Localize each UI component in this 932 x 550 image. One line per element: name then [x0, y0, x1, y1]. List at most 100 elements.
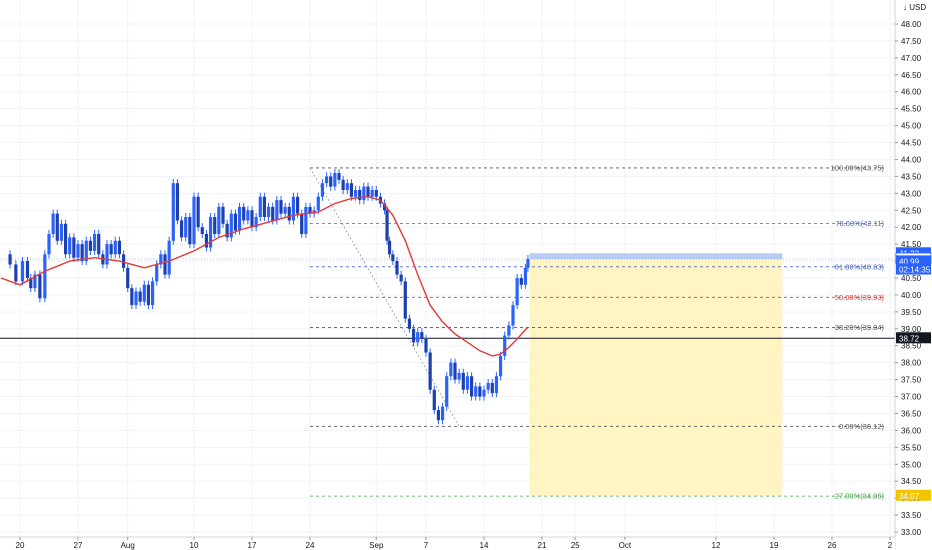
candle-body [283, 206, 287, 214]
candle-body [8, 254, 12, 265]
price-tick-label: 38.00 [901, 359, 922, 368]
price-tick-label: 37.00 [901, 393, 922, 402]
price-tick-label: 35.00 [901, 460, 922, 469]
candle-body [498, 355, 503, 377]
candle-body [478, 386, 482, 397]
price-tick-label: 44.50 [901, 139, 922, 148]
candle-body [51, 213, 55, 234]
candle-body [146, 284, 151, 306]
price-tick-label: 45.50 [901, 105, 922, 114]
time-tick-label: 19 [770, 541, 779, 550]
candle-body [366, 186, 370, 197]
time-tick-label: Sep [369, 541, 384, 550]
candle-body [208, 217, 213, 248]
candle-body [59, 223, 64, 241]
candle-body [29, 278, 33, 289]
fib-level-label: 50.00%(39.93) [835, 293, 885, 302]
candle-body [337, 173, 341, 180]
candle-body [345, 183, 349, 190]
candle-body [449, 362, 453, 377]
candle-body [105, 244, 109, 265]
candle-body [192, 196, 196, 245]
candle-body [416, 332, 420, 343]
candle-body [138, 291, 142, 302]
candle-body [279, 200, 283, 214]
candle-body [432, 389, 436, 411]
price-tag [896, 255, 931, 267]
time-tick-label: 10 [190, 541, 199, 550]
candle-body [109, 244, 113, 255]
price-tick-label: 44.00 [901, 155, 922, 164]
price-tick-label: 39.00 [901, 325, 922, 334]
candle-body [291, 196, 296, 221]
candle-body [333, 173, 337, 187]
time-axis-background [0, 537, 895, 550]
price-tick-label: 47.00 [901, 54, 922, 63]
candle-body [237, 206, 242, 231]
candle-body [175, 183, 180, 221]
candle-body [55, 213, 59, 241]
candle-body [113, 240, 117, 255]
fibonacci-retracement: 100.00%(43.75) 78.60%(42.11) 61.80%(40.83)… [309, 163, 886, 501]
price-tick-label: 39.50 [901, 308, 922, 317]
price-tick-label: 46.00 [901, 88, 922, 97]
candle-body [213, 217, 217, 234]
price-tick-label: 33.50 [901, 511, 922, 520]
candle-body [295, 196, 300, 214]
candle-body [374, 189, 378, 197]
candle-body [68, 237, 72, 255]
candle-body [242, 206, 246, 221]
candle-body [391, 254, 395, 262]
candle-body [196, 196, 200, 228]
candle-body [399, 274, 403, 282]
candle-body [403, 281, 407, 319]
price-tick-label: 48.00 [901, 20, 922, 29]
candle-body [130, 288, 134, 306]
candle-body [43, 254, 47, 299]
candle-body [486, 382, 490, 390]
candle-body [217, 206, 221, 234]
candle-body [349, 183, 354, 197]
candle-body [461, 372, 465, 390]
candle-body [503, 335, 507, 356]
price-tick-label: 41.50 [901, 240, 922, 249]
candle-body [316, 196, 320, 211]
candle-body [229, 213, 233, 238]
candle-body [469, 376, 474, 397]
candle-body [117, 240, 122, 255]
price-tick-label: 38.50 [901, 342, 922, 351]
candle-body [507, 325, 511, 336]
price-tag-label: 02:14:35 [899, 266, 931, 275]
candle-body [482, 389, 486, 397]
candle-body [304, 206, 308, 234]
candle-body [519, 278, 523, 285]
time-tick-label: 24 [306, 541, 315, 550]
candle-body [246, 210, 250, 221]
candle-body [457, 372, 461, 380]
fib-level-label: 78.60%(42.11) [835, 219, 884, 228]
candle-body [385, 210, 389, 241]
price-tick-label: 40.00 [901, 291, 922, 300]
candle-body [200, 227, 204, 234]
time-tick-label: 7 [424, 541, 429, 550]
fib-level-label: 61.80%(40.83) [835, 262, 885, 271]
candle-body [14, 264, 18, 282]
time-tick-label: 2 [888, 541, 893, 550]
candle-body [395, 261, 399, 275]
candle-body [382, 203, 387, 211]
candle-body [436, 410, 441, 421]
candle-body [445, 376, 449, 407]
candle-body [362, 186, 366, 201]
time-tick-label: 20 [16, 541, 25, 550]
price-tick-label: 42.50 [901, 206, 922, 215]
candle-body [465, 376, 470, 390]
candle-body [370, 189, 374, 197]
time-tick-label: Aug [121, 541, 135, 550]
candle-body [97, 233, 101, 255]
price-axis-background [895, 0, 932, 550]
candle-body [150, 281, 155, 306]
price-tick-label: 34.50 [901, 477, 922, 486]
candle-body [320, 183, 325, 197]
candle-body [387, 240, 392, 255]
